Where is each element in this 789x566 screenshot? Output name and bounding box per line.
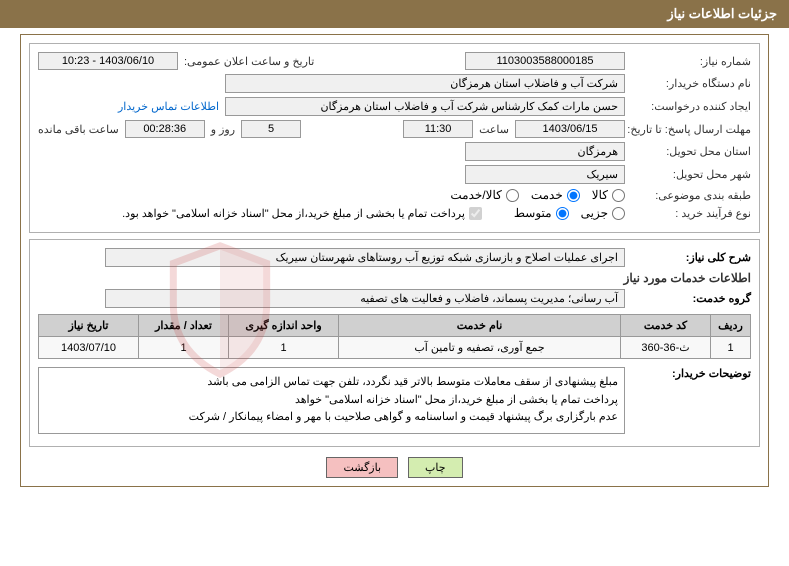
notes-box: مبلغ پیشنهادی از سقف معاملات متوسط بالات…: [38, 367, 625, 434]
payment-checkbox[interactable]: پرداخت تمام یا بخشی از مبلغ خرید،از محل …: [122, 207, 482, 220]
th-measure-unit: واحد اندازه گیری: [229, 315, 339, 337]
days-value: 5: [241, 120, 301, 138]
category-service-radio[interactable]: خدمت: [531, 188, 580, 202]
process-radio-group: جزیی متوسط: [514, 206, 625, 220]
need-number-value: 1103003588000185: [465, 52, 625, 70]
deadline-label: مهلت ارسال پاسخ: تا تاریخ:: [631, 123, 751, 136]
td-service-name: جمع آوری، تصفیه و تامین آب: [339, 337, 621, 359]
service-group-label: گروه خدمت:: [631, 292, 751, 305]
td-service-code: ث-36-360: [621, 337, 711, 359]
requester-value: حسن مارات کمک کارشناس شرکت آب و فاضلاب ا…: [225, 97, 625, 116]
back-button[interactable]: بازگشت: [326, 457, 398, 478]
delivery-province-value: هرمزگان: [465, 142, 625, 161]
process-type-label: نوع فرآیند خرید :: [631, 207, 751, 220]
announce-date-value: 1403/06/10 - 10:23: [38, 52, 178, 70]
button-row: چاپ بازگشت: [29, 457, 760, 478]
buyer-org-value: شرکت آب و فاضلاب استان هرمزگان: [225, 74, 625, 93]
th-service-code: کد خدمت: [621, 315, 711, 337]
buyer-org-label: نام دستگاه خریدار:: [631, 77, 751, 90]
services-table: ردیف کد خدمت نام خدمت واحد اندازه گیری ت…: [38, 314, 751, 359]
note-line1: مبلغ پیشنهادی از سقف معاملات متوسط بالات…: [45, 374, 618, 392]
category-goods-service-input[interactable]: [506, 189, 519, 202]
contact-link[interactable]: اطلاعات تماس خریدار: [118, 100, 219, 113]
category-label: طبقه بندی موضوعی:: [631, 189, 751, 202]
main-container: شماره نیاز: 1103003588000185 تاریخ و ساع…: [20, 34, 769, 487]
time-label: ساعت: [479, 123, 509, 136]
description-section: شرح کلی نیاز: اجرای عملیات اصلاح و بازسا…: [29, 239, 760, 447]
table-row: 1 ث-36-360 جمع آوری، تصفیه و تامین آب 1 …: [39, 337, 751, 359]
page-title: جزئیات اطلاعات نیاز: [667, 6, 777, 21]
description-label: شرح کلی نیاز:: [631, 251, 751, 264]
th-need-date: تاریخ نیاز: [39, 315, 139, 337]
notes-label: توضیحات خریدار:: [631, 367, 751, 380]
td-need-date: 1403/07/10: [39, 337, 139, 359]
delivery-province-label: استان محل تحویل:: [631, 145, 751, 158]
category-service-input[interactable]: [567, 189, 580, 202]
category-goods-radio[interactable]: کالا: [592, 188, 625, 202]
info-section: شماره نیاز: 1103003588000185 تاریخ و ساع…: [29, 43, 760, 233]
service-group-value: آب رسانی؛ مدیریت پسماند، فاضلاب و فعالیت…: [105, 289, 625, 308]
days-label: روز و: [211, 123, 235, 136]
td-measure-unit: 1: [229, 337, 339, 359]
services-title: اطلاعات خدمات مورد نیاز: [38, 271, 751, 285]
td-quantity: 1: [139, 337, 229, 359]
note-line2: پرداخت تمام یا بخشی از مبلغ خرید،از محل …: [45, 392, 618, 410]
category-goods-input[interactable]: [612, 189, 625, 202]
delivery-city-value: سیریک: [465, 165, 625, 184]
process-medium-radio[interactable]: متوسط: [514, 206, 569, 220]
description-text: اجرای عملیات اصلاح و بازسازی شبکه توزیع …: [105, 248, 625, 267]
th-service-name: نام خدمت: [339, 315, 621, 337]
note-line3: عدم بارگزاری برگ پیشنهاد قیمت و اساسنامه…: [45, 409, 618, 427]
th-quantity: تعداد / مقدار: [139, 315, 229, 337]
process-partial-radio[interactable]: جزیی: [581, 206, 625, 220]
process-partial-input[interactable]: [612, 207, 625, 220]
requester-label: ایجاد کننده درخواست:: [631, 100, 751, 113]
category-radio-group: کالا خدمت کالا/خدمت: [450, 188, 625, 202]
announce-date-label: تاریخ و ساعت اعلان عمومی:: [184, 55, 314, 68]
td-row: 1: [711, 337, 751, 359]
remaining-time-value: 00:28:36: [125, 120, 205, 138]
remaining-label: ساعت باقی مانده: [38, 123, 119, 136]
print-button[interactable]: چاپ: [408, 457, 463, 478]
deadline-date-value: 1403/06/15: [515, 120, 625, 138]
delivery-city-label: شهر محل تحویل:: [631, 168, 751, 181]
category-goods-service-radio[interactable]: کالا/خدمت: [450, 188, 518, 202]
need-number-label: شماره نیاز:: [631, 55, 751, 68]
payment-checkbox-input[interactable]: [469, 207, 482, 220]
process-medium-input[interactable]: [556, 207, 569, 220]
th-row: ردیف: [711, 315, 751, 337]
page-header: جزئیات اطلاعات نیاز: [0, 0, 789, 28]
deadline-time-value: 11:30: [403, 120, 473, 138]
